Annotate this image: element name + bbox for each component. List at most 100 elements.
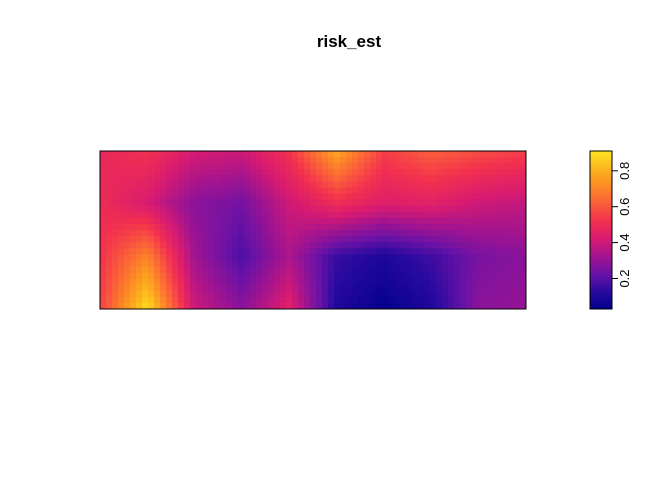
- heatmap-cell: [382, 236, 389, 243]
- heatmap-cell: [148, 284, 155, 292]
- heatmap-cell: [436, 248, 443, 255]
- heatmap-cell: [298, 290, 305, 298]
- heatmap-cell: [286, 260, 293, 268]
- heatmap-cell: [160, 290, 167, 298]
- heatmap-cell: [256, 296, 263, 304]
- heatmap-cell: [172, 290, 179, 298]
- heatmap-cell: [454, 151, 461, 158]
- heatmap-cell: [472, 205, 479, 213]
- colorbar-ticks: 0.20.40.60.8: [612, 162, 632, 288]
- heatmap-cell: [472, 242, 479, 249]
- heatmap-cell: [292, 242, 299, 249]
- heatmap-cell: [484, 199, 491, 207]
- heatmap-cell: [202, 181, 209, 189]
- heatmap-cell: [160, 211, 167, 219]
- heatmap-cell: [298, 217, 305, 225]
- heatmap-cell: [466, 187, 473, 195]
- heatmap-cell: [166, 236, 173, 243]
- heatmap-cell: [478, 254, 485, 261]
- heatmap-cell: [118, 284, 125, 292]
- heatmap-cell: [484, 260, 491, 268]
- heatmap-cell: [424, 248, 431, 255]
- heatmap-cell: [238, 199, 245, 207]
- heatmap-cell: [274, 302, 281, 309]
- heatmap-cell: [340, 302, 347, 309]
- heatmap-cell: [334, 278, 341, 286]
- heatmap-cell: [130, 254, 137, 261]
- heatmap-cell: [208, 205, 215, 213]
- heatmap-cell: [466, 157, 473, 164]
- heatmap-cell: [508, 205, 515, 213]
- heatmap-cell: [244, 236, 251, 243]
- heatmap-cell: [328, 236, 335, 243]
- heatmap-cell: [226, 284, 233, 292]
- heatmap-cell: [166, 248, 173, 255]
- heatmap-cell: [478, 278, 485, 286]
- heatmap-cell: [484, 181, 491, 189]
- heatmap-cell: [142, 187, 149, 195]
- heatmap-cell: [130, 236, 137, 243]
- heatmap-cell: [370, 296, 377, 304]
- heatmap-cell: [262, 193, 269, 201]
- heatmap-cell: [508, 296, 515, 304]
- heatmap-cell: [382, 157, 389, 164]
- heatmap-cell: [220, 175, 227, 182]
- heatmap-cell: [280, 254, 287, 261]
- heatmap-cell: [418, 181, 425, 189]
- heatmap-cell: [238, 248, 245, 255]
- heatmap-cell: [112, 302, 119, 309]
- heatmap-cell: [262, 223, 269, 231]
- heatmap-cell: [496, 236, 503, 243]
- heatmap-cell: [322, 193, 329, 201]
- heatmap-cell: [202, 187, 209, 195]
- heatmap-cell: [298, 181, 305, 189]
- heatmap-cell: [112, 157, 119, 164]
- heatmap-cell: [520, 187, 526, 195]
- heatmap-cell: [232, 217, 239, 225]
- heatmap-cell: [370, 223, 377, 231]
- heatmap-cell: [394, 284, 401, 292]
- heatmap-cell: [274, 211, 281, 219]
- heatmap-cell: [220, 157, 227, 164]
- heatmap-cell: [472, 236, 479, 243]
- heatmap-cell: [142, 254, 149, 261]
- heatmap-cell: [388, 302, 395, 309]
- heatmap-cell: [250, 217, 257, 225]
- heatmap-cell: [196, 296, 203, 304]
- heatmap-cell: [412, 223, 419, 231]
- heatmap-cell: [196, 248, 203, 255]
- heatmap-cell: [364, 163, 371, 170]
- heatmap-cell: [286, 296, 293, 304]
- heatmap-cell: [382, 290, 389, 298]
- heatmap-cell: [256, 205, 263, 213]
- heatmap-cell: [106, 181, 113, 189]
- heatmap-cell: [244, 296, 251, 304]
- heatmap-cell: [502, 211, 509, 219]
- heatmap-cell: [172, 296, 179, 304]
- heatmap-cell: [214, 169, 221, 176]
- heatmap-cell: [274, 205, 281, 213]
- heatmap-cell: [334, 266, 341, 274]
- heatmap-cell: [202, 260, 209, 268]
- heatmap-cell: [184, 175, 191, 182]
- heatmap-cell: [304, 193, 311, 201]
- heatmap-cell: [160, 223, 167, 231]
- heatmap-cell: [184, 236, 191, 243]
- heatmap-cell: [154, 217, 161, 225]
- heatmap-cell: [346, 175, 353, 182]
- heatmap-cell: [358, 175, 365, 182]
- heatmap-cell: [316, 223, 323, 231]
- heatmap-cell: [268, 175, 275, 182]
- heatmap-cell: [418, 187, 425, 195]
- heatmap-cell: [364, 205, 371, 213]
- heatmap-cell: [298, 157, 305, 164]
- heatmap-cell: [406, 217, 413, 225]
- heatmap-cell: [292, 193, 299, 201]
- heatmap-cell: [148, 296, 155, 304]
- heatmap-cell: [274, 248, 281, 255]
- heatmap-cell: [238, 169, 245, 176]
- heatmap-cell: [370, 254, 377, 261]
- heatmap-cell: [502, 175, 509, 182]
- heatmap-cell: [436, 266, 443, 274]
- heatmap-cell: [502, 248, 509, 255]
